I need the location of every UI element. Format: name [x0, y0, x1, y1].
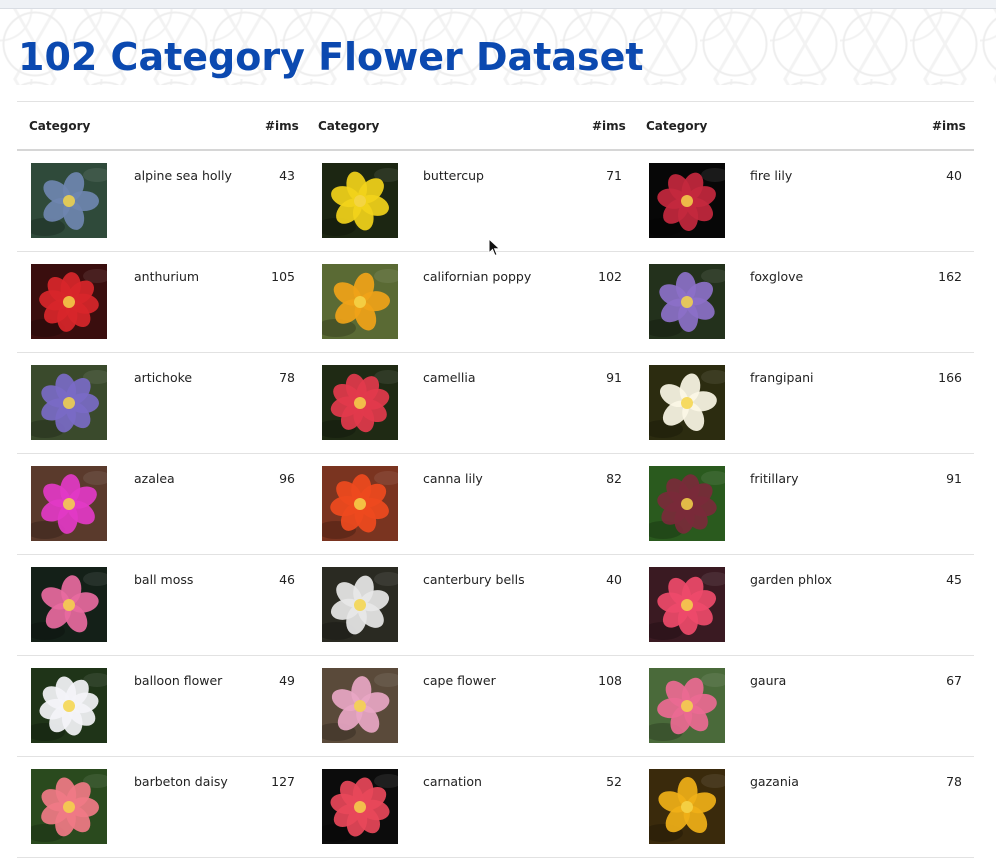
- image-count: 127: [271, 774, 295, 789]
- table-row: artichoke 78 camellia 91 frangipani 166: [17, 353, 974, 454]
- category-name: foxglove: [750, 269, 804, 284]
- table-header: Category #ims Category #ims Category #im…: [17, 102, 974, 151]
- flower-photo-icon[interactable]: [31, 365, 107, 440]
- flower-photo-icon[interactable]: [31, 668, 107, 743]
- header-count-2: #ims: [592, 119, 626, 133]
- image-count: 52: [606, 774, 622, 789]
- table-row: balloon flower 49 cape flower 108 gaura 67: [17, 656, 974, 757]
- category-name: azalea: [134, 471, 175, 486]
- table-body: alpine sea holly 43 buttercup 71 fire lily 40…: [17, 151, 974, 858]
- header-count-3: #ims: [932, 119, 966, 133]
- category-name: gazania: [750, 774, 799, 789]
- flower-photo-icon[interactable]: [649, 769, 725, 844]
- image-count: 91: [606, 370, 622, 385]
- table-row: ball moss 46 canterbury bells 40 garden phlo…: [17, 555, 974, 656]
- flower-photo-icon[interactable]: [649, 466, 725, 541]
- mouse-cursor-icon: [488, 238, 501, 257]
- image-count: 102: [598, 269, 622, 284]
- flower-category-table: Category #ims Category #ims Category #im…: [17, 101, 974, 858]
- category-name: camellia: [423, 370, 476, 385]
- image-count: 45: [946, 572, 962, 587]
- image-count: 40: [946, 168, 962, 183]
- image-count: 71: [606, 168, 622, 183]
- flower-photo-icon[interactable]: [322, 264, 398, 339]
- image-count: 96: [279, 471, 295, 486]
- category-name: barbeton daisy: [134, 774, 228, 789]
- header-category-2: Category: [318, 119, 380, 133]
- category-name: balloon flower: [134, 673, 223, 688]
- category-name: carnation: [423, 774, 482, 789]
- category-name: frangipani: [750, 370, 814, 385]
- header-category-3: Category: [646, 119, 708, 133]
- category-name: garden phlox: [750, 572, 833, 587]
- category-name: artichoke: [134, 370, 193, 385]
- image-count: 67: [946, 673, 962, 688]
- flower-photo-icon[interactable]: [31, 264, 107, 339]
- category-name: cape flower: [423, 673, 496, 688]
- browser-top-strip: [0, 0, 996, 9]
- flower-photo-icon[interactable]: [649, 365, 725, 440]
- flower-photo-icon[interactable]: [31, 567, 107, 642]
- flower-photo-icon[interactable]: [322, 769, 398, 844]
- category-name: gaura: [750, 673, 787, 688]
- header-banner: [0, 9, 996, 85]
- image-count: 49: [279, 673, 295, 688]
- category-name: ball moss: [134, 572, 194, 587]
- image-count: 46: [279, 572, 295, 587]
- category-name: anthurium: [134, 269, 200, 284]
- flower-photo-icon[interactable]: [31, 163, 107, 238]
- page-title: 102 Category Flower Dataset: [18, 35, 644, 79]
- category-name: alpine sea holly: [134, 168, 232, 183]
- header-category-1: Category: [29, 119, 91, 133]
- category-name: buttercup: [423, 168, 484, 183]
- flower-photo-icon[interactable]: [649, 567, 725, 642]
- image-count: 166: [938, 370, 962, 385]
- table-row: azalea 96 canna lily 82 fritillary 91: [17, 454, 974, 555]
- flower-photo-icon[interactable]: [322, 163, 398, 238]
- image-count: 82: [606, 471, 622, 486]
- image-count: 78: [946, 774, 962, 789]
- table-row: anthurium 105 californian poppy 102 foxglove…: [17, 252, 974, 353]
- table-row: alpine sea holly 43 buttercup 71 fire lily 40: [17, 151, 974, 252]
- category-name: canterbury bells: [423, 572, 525, 587]
- category-name: fritillary: [750, 471, 799, 486]
- image-count: 40: [606, 572, 622, 587]
- category-name: fire lily: [750, 168, 793, 183]
- category-name: californian poppy: [423, 269, 532, 284]
- flower-photo-icon[interactable]: [31, 769, 107, 844]
- category-name: canna lily: [423, 471, 483, 486]
- image-count: 91: [946, 471, 962, 486]
- header-count-1: #ims: [265, 119, 299, 133]
- image-count: 108: [598, 673, 622, 688]
- table-row: barbeton daisy 127 carnation 52 gazania 78: [17, 757, 974, 858]
- image-count: 162: [938, 269, 962, 284]
- flower-photo-icon[interactable]: [649, 264, 725, 339]
- flower-photo-icon[interactable]: [322, 668, 398, 743]
- image-count: 78: [279, 370, 295, 385]
- flower-photo-icon[interactable]: [322, 365, 398, 440]
- flower-photo-icon[interactable]: [31, 466, 107, 541]
- flower-photo-icon[interactable]: [649, 163, 725, 238]
- flower-photo-icon[interactable]: [649, 668, 725, 743]
- image-count: 105: [271, 269, 295, 284]
- flower-photo-icon[interactable]: [322, 466, 398, 541]
- image-count: 43: [279, 168, 295, 183]
- flower-photo-icon[interactable]: [322, 567, 398, 642]
